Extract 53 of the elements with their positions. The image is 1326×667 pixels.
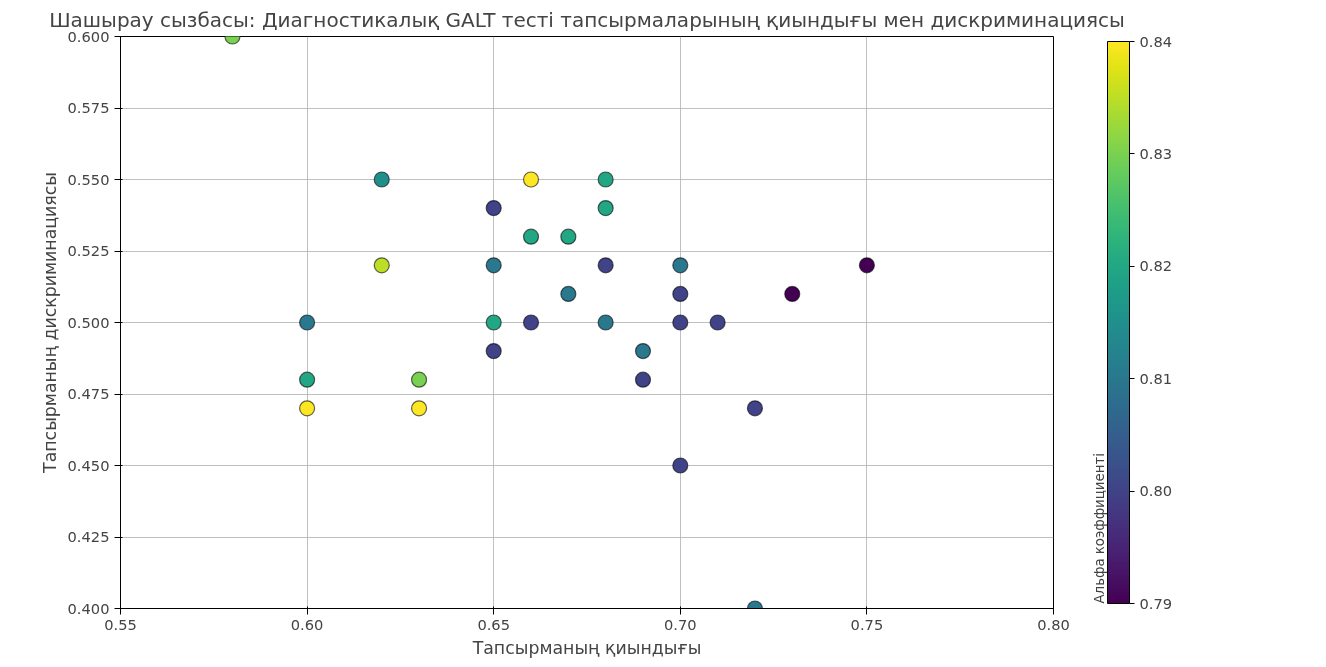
point	[634, 371, 652, 388]
y-tick-label: 0.400	[67, 599, 110, 617]
y-tick-label: 0.525	[67, 242, 110, 259]
point	[485, 257, 502, 274]
point	[597, 257, 614, 274]
point	[672, 457, 689, 474]
point	[672, 314, 689, 331]
x-tick-label: 0.70	[663, 615, 697, 633]
point	[858, 257, 875, 274]
point	[410, 400, 428, 417]
x-tick-label: 0.60	[290, 615, 324, 633]
point	[299, 371, 316, 388]
y-axis-title: Тапсырманың дискриминациясы	[39, 172, 60, 474]
point	[485, 200, 502, 217]
point	[597, 314, 614, 331]
point	[522, 314, 540, 331]
point	[746, 400, 764, 417]
x-tick-label: 0.55	[104, 615, 137, 633]
point	[784, 285, 801, 302]
point	[560, 285, 577, 302]
point	[299, 314, 316, 331]
color-bar-label: 0.81	[1139, 369, 1173, 387]
x-tick-label: 0.65	[477, 615, 511, 633]
point	[672, 285, 689, 302]
color-bar-label: 0.82	[1139, 257, 1173, 275]
point	[373, 171, 390, 188]
y-tick-label: 0.500	[67, 313, 110, 331]
color-bar-label: 0.84	[1139, 32, 1173, 50]
point	[597, 171, 614, 188]
point	[485, 343, 502, 360]
y-tick-label: 0.425	[67, 528, 110, 545]
point	[597, 200, 614, 217]
x-tick-label: 0.80	[1037, 615, 1070, 633]
point	[522, 171, 540, 188]
point	[709, 314, 726, 331]
x-tick-label: 0.75	[850, 615, 884, 633]
x-axis-title: Тапсырманың қиындығы	[471, 637, 702, 658]
color-bar-title: Альфа коэффициенті	[1091, 453, 1107, 604]
point	[485, 314, 502, 331]
y-tick-label: 0.450	[67, 456, 110, 474]
y-tick-label: 0.475	[67, 385, 110, 402]
color-bar-label: 0.80	[1139, 482, 1173, 500]
point	[299, 400, 316, 417]
point	[373, 257, 390, 274]
y-tick-label: 0.550	[67, 170, 110, 188]
point	[634, 343, 652, 360]
color-bar-label: 0.79	[1139, 594, 1173, 612]
color-bar-label: 0.83	[1139, 144, 1173, 162]
point	[410, 371, 428, 388]
point	[672, 257, 689, 274]
point	[522, 228, 540, 245]
point	[560, 228, 577, 245]
y-tick-label: 0.575	[67, 99, 110, 116]
